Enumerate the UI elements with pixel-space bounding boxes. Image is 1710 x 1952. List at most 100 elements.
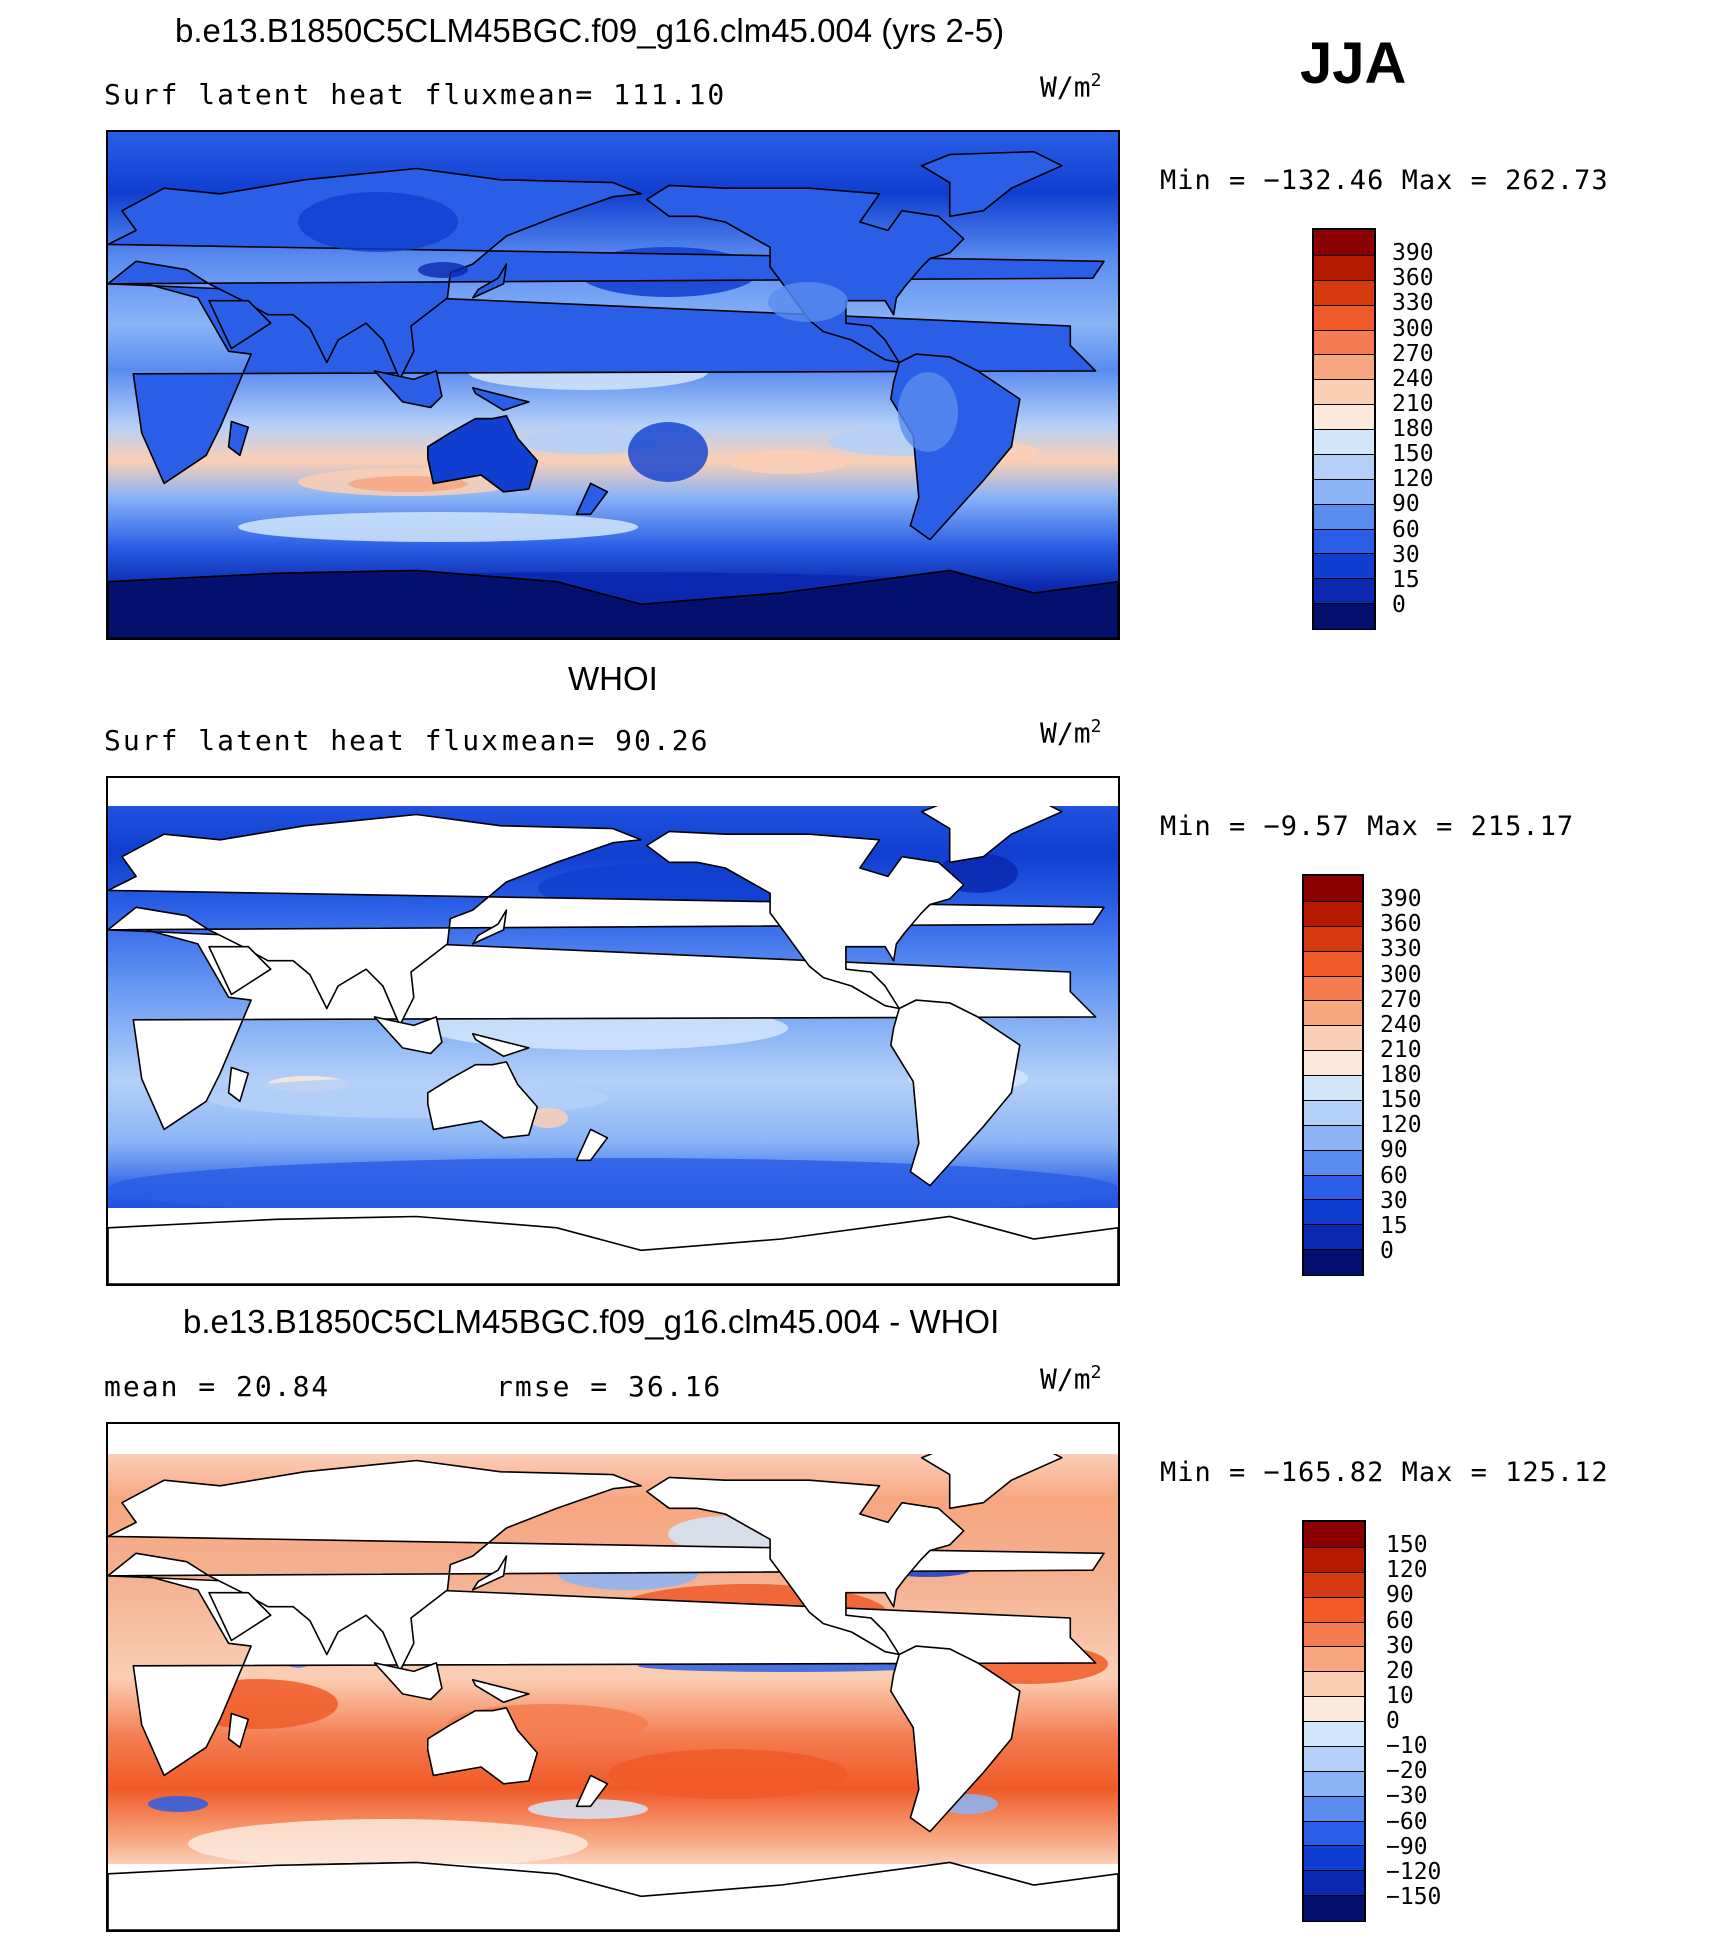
land-outline (471, 263, 508, 299)
land-outline (920, 150, 1063, 218)
land-outline (471, 1555, 508, 1591)
land-outline (208, 299, 272, 350)
colorbar-tick-label: 10 (1386, 1682, 1414, 1709)
colorbar-tick-label: 390 (1380, 886, 1422, 913)
colorbar-swatch (1304, 1174, 1362, 1201)
land-outline (108, 813, 1105, 1027)
colorbar-swatch (1304, 1745, 1364, 1772)
colorbar-swatch (1304, 975, 1362, 1002)
panel-3-mean-label: mean = 20.84 (104, 1370, 331, 1403)
land-field-feature (898, 372, 958, 452)
land-outline (227, 1066, 250, 1103)
colorbar-tick-label: 240 (1380, 1011, 1422, 1038)
panel-1-mean-label: mean= 111.10 (500, 78, 727, 111)
colorbar-swatch (1314, 553, 1374, 580)
colorbar-swatch (1304, 925, 1362, 952)
colorbar-tick-label: 120 (1380, 1112, 1422, 1139)
colorbar-tick-label: 180 (1392, 416, 1434, 442)
panel-3-rmse-label: rmse = 36.16 (496, 1370, 723, 1403)
panel-2-map (106, 776, 1120, 1286)
panel-2-variable-label: Surf latent heat flux (104, 724, 501, 757)
field-feature (528, 1799, 648, 1819)
land-outline (575, 1128, 609, 1162)
panel-1-variable-label: Surf latent heat flux (104, 78, 501, 111)
colorbar-swatch (1314, 230, 1374, 256)
colorbar-swatch (1314, 379, 1374, 406)
colorbar-swatch (1304, 950, 1362, 977)
land-field-feature (628, 422, 708, 482)
land-outline (471, 387, 530, 412)
colorbar-tick-label: 60 (1386, 1607, 1414, 1634)
land-outline (575, 482, 609, 516)
missing-data (108, 1424, 1118, 1454)
colorbar-swatch (1304, 1571, 1364, 1598)
colorbar-swatch (1314, 603, 1374, 629)
colorbar-swatch (1304, 1845, 1364, 1872)
colorbar-tick-label: 0 (1386, 1708, 1400, 1734)
antarctica-outline (108, 569, 1118, 638)
panel-2-map-field (108, 778, 1118, 1284)
colorbar-tick-label: −30 (1386, 1783, 1428, 1810)
colorbar-tick-label: 210 (1392, 390, 1434, 417)
colorbar-swatch (1304, 1075, 1362, 1101)
panel-3-colorbar (1302, 1520, 1366, 1922)
antarctica-outline (108, 1215, 1118, 1284)
colorbar-swatch (1304, 1696, 1364, 1722)
field-feature (238, 512, 638, 542)
colorbar-swatch (1304, 1646, 1364, 1673)
colorbar-swatch (1304, 1546, 1364, 1573)
colorbar-tick-label: 330 (1380, 936, 1422, 963)
panel-1-minmax: Min = −132.46 Max = 262.73 (1160, 165, 1609, 196)
australia-outline (426, 414, 539, 493)
colorbar-swatch (1304, 1025, 1362, 1052)
panel-3-minmax: Min = −165.82 Max = 125.12 (1160, 1457, 1609, 1488)
colorbar-swatch (1304, 1124, 1362, 1151)
land-outline (208, 1591, 272, 1642)
land-outline (227, 1712, 250, 1749)
colorbar-tick-label: 300 (1380, 961, 1422, 988)
land-outline (471, 909, 508, 945)
colorbar-tick-label: −60 (1386, 1808, 1428, 1835)
colorbar-tick-label: −20 (1386, 1758, 1428, 1785)
colorbar-swatch (1304, 1671, 1364, 1698)
colorbar-swatch (1304, 1224, 1362, 1251)
land-outline (426, 1707, 539, 1785)
land-outline (373, 1016, 443, 1055)
colorbar-tick-label: 120 (1386, 1557, 1428, 1584)
colorbar-tick-label: 180 (1380, 1062, 1422, 1088)
colorbar-tick-label: 300 (1392, 315, 1434, 342)
land-outline (889, 999, 1021, 1187)
colorbar-tick-label: 90 (1380, 1137, 1408, 1164)
panel-3-map-field (108, 1424, 1118, 1930)
colorbar-swatch (1314, 354, 1374, 381)
field-feature (108, 1158, 1118, 1218)
colorbar-tick-label: 150 (1392, 441, 1434, 468)
land-outline (471, 1679, 530, 1704)
colorbar-swatch (1314, 429, 1374, 455)
antarctica-outline (108, 1861, 1118, 1930)
colorbar-tick-label: 120 (1392, 466, 1434, 493)
panel-1-map (106, 130, 1120, 640)
colorbar-tick-label: 30 (1392, 541, 1420, 568)
colorbar-swatch (1304, 1099, 1362, 1126)
field-feature (608, 1749, 848, 1799)
colorbar-tick-label: 90 (1392, 491, 1420, 518)
colorbar-swatch (1304, 1000, 1362, 1027)
colorbar-swatch (1314, 453, 1374, 480)
colorbar-tick-label: 0 (1380, 1237, 1394, 1264)
colorbar-tick-label: 270 (1380, 986, 1422, 1013)
panel-2-colorbar (1302, 874, 1364, 1276)
panel-2-title: WHOI (568, 660, 658, 697)
colorbar-tick-label: 15 (1380, 1212, 1408, 1239)
colorbar-tick-label: 60 (1392, 516, 1420, 543)
colorbar-tick-label: 210 (1380, 1036, 1422, 1063)
land-outline (471, 1033, 530, 1058)
colorbar-tick-label: 240 (1392, 365, 1434, 392)
field-feature (148, 1796, 208, 1812)
colorbar-swatch (1314, 528, 1374, 555)
panel-2-units: W/m2 (1040, 716, 1102, 750)
field-feature (188, 1819, 588, 1869)
colorbar-tick-label: 90 (1386, 1582, 1414, 1609)
colorbar-tick-label: 150 (1380, 1087, 1422, 1114)
colorbar-tick-label: 60 (1380, 1162, 1408, 1189)
